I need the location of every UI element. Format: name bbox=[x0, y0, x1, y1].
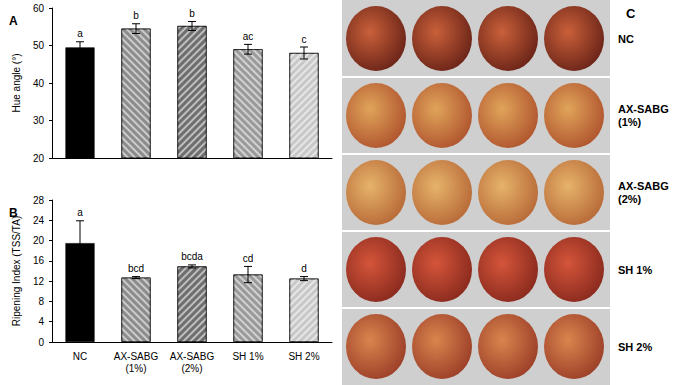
svg-text:40: 40 bbox=[33, 78, 45, 89]
svg-text:cd: cd bbox=[243, 253, 254, 264]
svg-text:C: C bbox=[626, 6, 636, 21]
svg-text:b: b bbox=[133, 10, 139, 21]
svg-text:d: d bbox=[301, 263, 307, 274]
svg-text:(1%): (1%) bbox=[125, 363, 146, 374]
svg-text:SH 1%: SH 1% bbox=[618, 264, 652, 276]
svg-text:b: b bbox=[189, 8, 195, 19]
svg-text:NC: NC bbox=[618, 33, 634, 45]
svg-text:(2%): (2%) bbox=[181, 363, 202, 374]
svg-text:Ripening Index (TSS/TA): Ripening Index (TSS/TA) bbox=[11, 216, 22, 326]
svg-text:A: A bbox=[9, 14, 18, 28]
svg-text:AX-SABG(1%): AX-SABG(1%) bbox=[618, 103, 669, 128]
svg-text:20: 20 bbox=[33, 153, 45, 164]
svg-text:c: c bbox=[302, 34, 307, 45]
svg-text:4: 4 bbox=[38, 316, 44, 327]
svg-text:AX-SABG(2%): AX-SABG(2%) bbox=[618, 180, 669, 205]
svg-text:NC: NC bbox=[73, 351, 87, 362]
svg-text:20: 20 bbox=[33, 235, 45, 246]
svg-text:SH 2%: SH 2% bbox=[618, 341, 652, 353]
svg-text:bcd: bcd bbox=[128, 263, 144, 274]
svg-text:28: 28 bbox=[33, 195, 45, 206]
svg-text:50: 50 bbox=[33, 40, 45, 51]
svg-text:60: 60 bbox=[33, 3, 45, 14]
svg-text:0: 0 bbox=[38, 337, 44, 348]
svg-text:12: 12 bbox=[33, 276, 45, 287]
svg-text:a: a bbox=[77, 28, 83, 39]
svg-text:SH 2%: SH 2% bbox=[288, 351, 319, 362]
svg-text:16: 16 bbox=[33, 255, 45, 266]
svg-text:ac: ac bbox=[243, 31, 254, 42]
svg-text:Hue angle (°): Hue angle (°) bbox=[11, 53, 22, 112]
svg-text:B: B bbox=[9, 206, 18, 220]
svg-text:24: 24 bbox=[33, 215, 45, 226]
svg-text:bcda: bcda bbox=[181, 251, 203, 262]
svg-text:a: a bbox=[77, 207, 83, 218]
svg-text:AX-SABG: AX-SABG bbox=[170, 351, 215, 362]
svg-text:SH 1%: SH 1% bbox=[232, 351, 263, 362]
svg-text:AX-SABG: AX-SABG bbox=[114, 351, 159, 362]
svg-text:8: 8 bbox=[38, 296, 44, 307]
svg-text:30: 30 bbox=[33, 115, 45, 126]
